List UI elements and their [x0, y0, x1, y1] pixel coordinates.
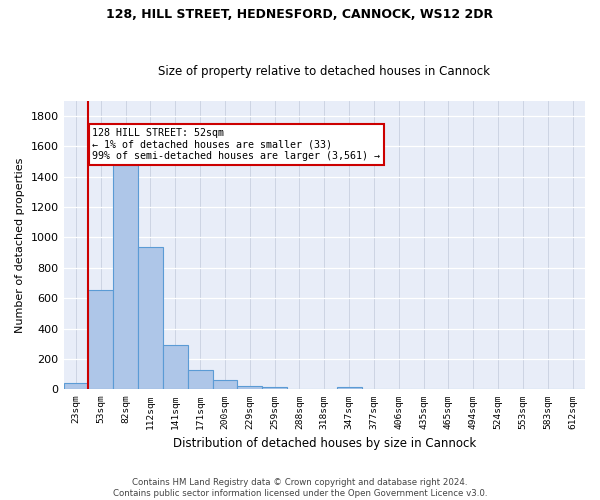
Text: Contains HM Land Registry data © Crown copyright and database right 2024.
Contai: Contains HM Land Registry data © Crown c…: [113, 478, 487, 498]
Bar: [212, 380, 238, 390]
Title: Size of property relative to detached houses in Cannock: Size of property relative to detached ho…: [158, 66, 490, 78]
Bar: [113, 165, 138, 390]
Bar: [138, 247, 163, 390]
Bar: [163, 345, 188, 390]
Y-axis label: Number of detached properties: Number of detached properties: [15, 157, 25, 332]
Bar: [64, 383, 88, 390]
X-axis label: Distribution of detached houses by size in Cannock: Distribution of detached houses by size …: [173, 437, 476, 450]
Text: 128 HILL STREET: 52sqm
← 1% of detached houses are smaller (33)
99% of semi-deta: 128 HILL STREET: 52sqm ← 1% of detached …: [92, 128, 380, 161]
Bar: [88, 290, 113, 390]
Text: 128, HILL STREET, HEDNESFORD, CANNOCK, WS12 2DR: 128, HILL STREET, HEDNESFORD, CANNOCK, W…: [106, 8, 494, 20]
Bar: [337, 388, 362, 390]
Bar: [262, 387, 287, 390]
Bar: [188, 370, 212, 390]
Bar: [238, 386, 262, 390]
